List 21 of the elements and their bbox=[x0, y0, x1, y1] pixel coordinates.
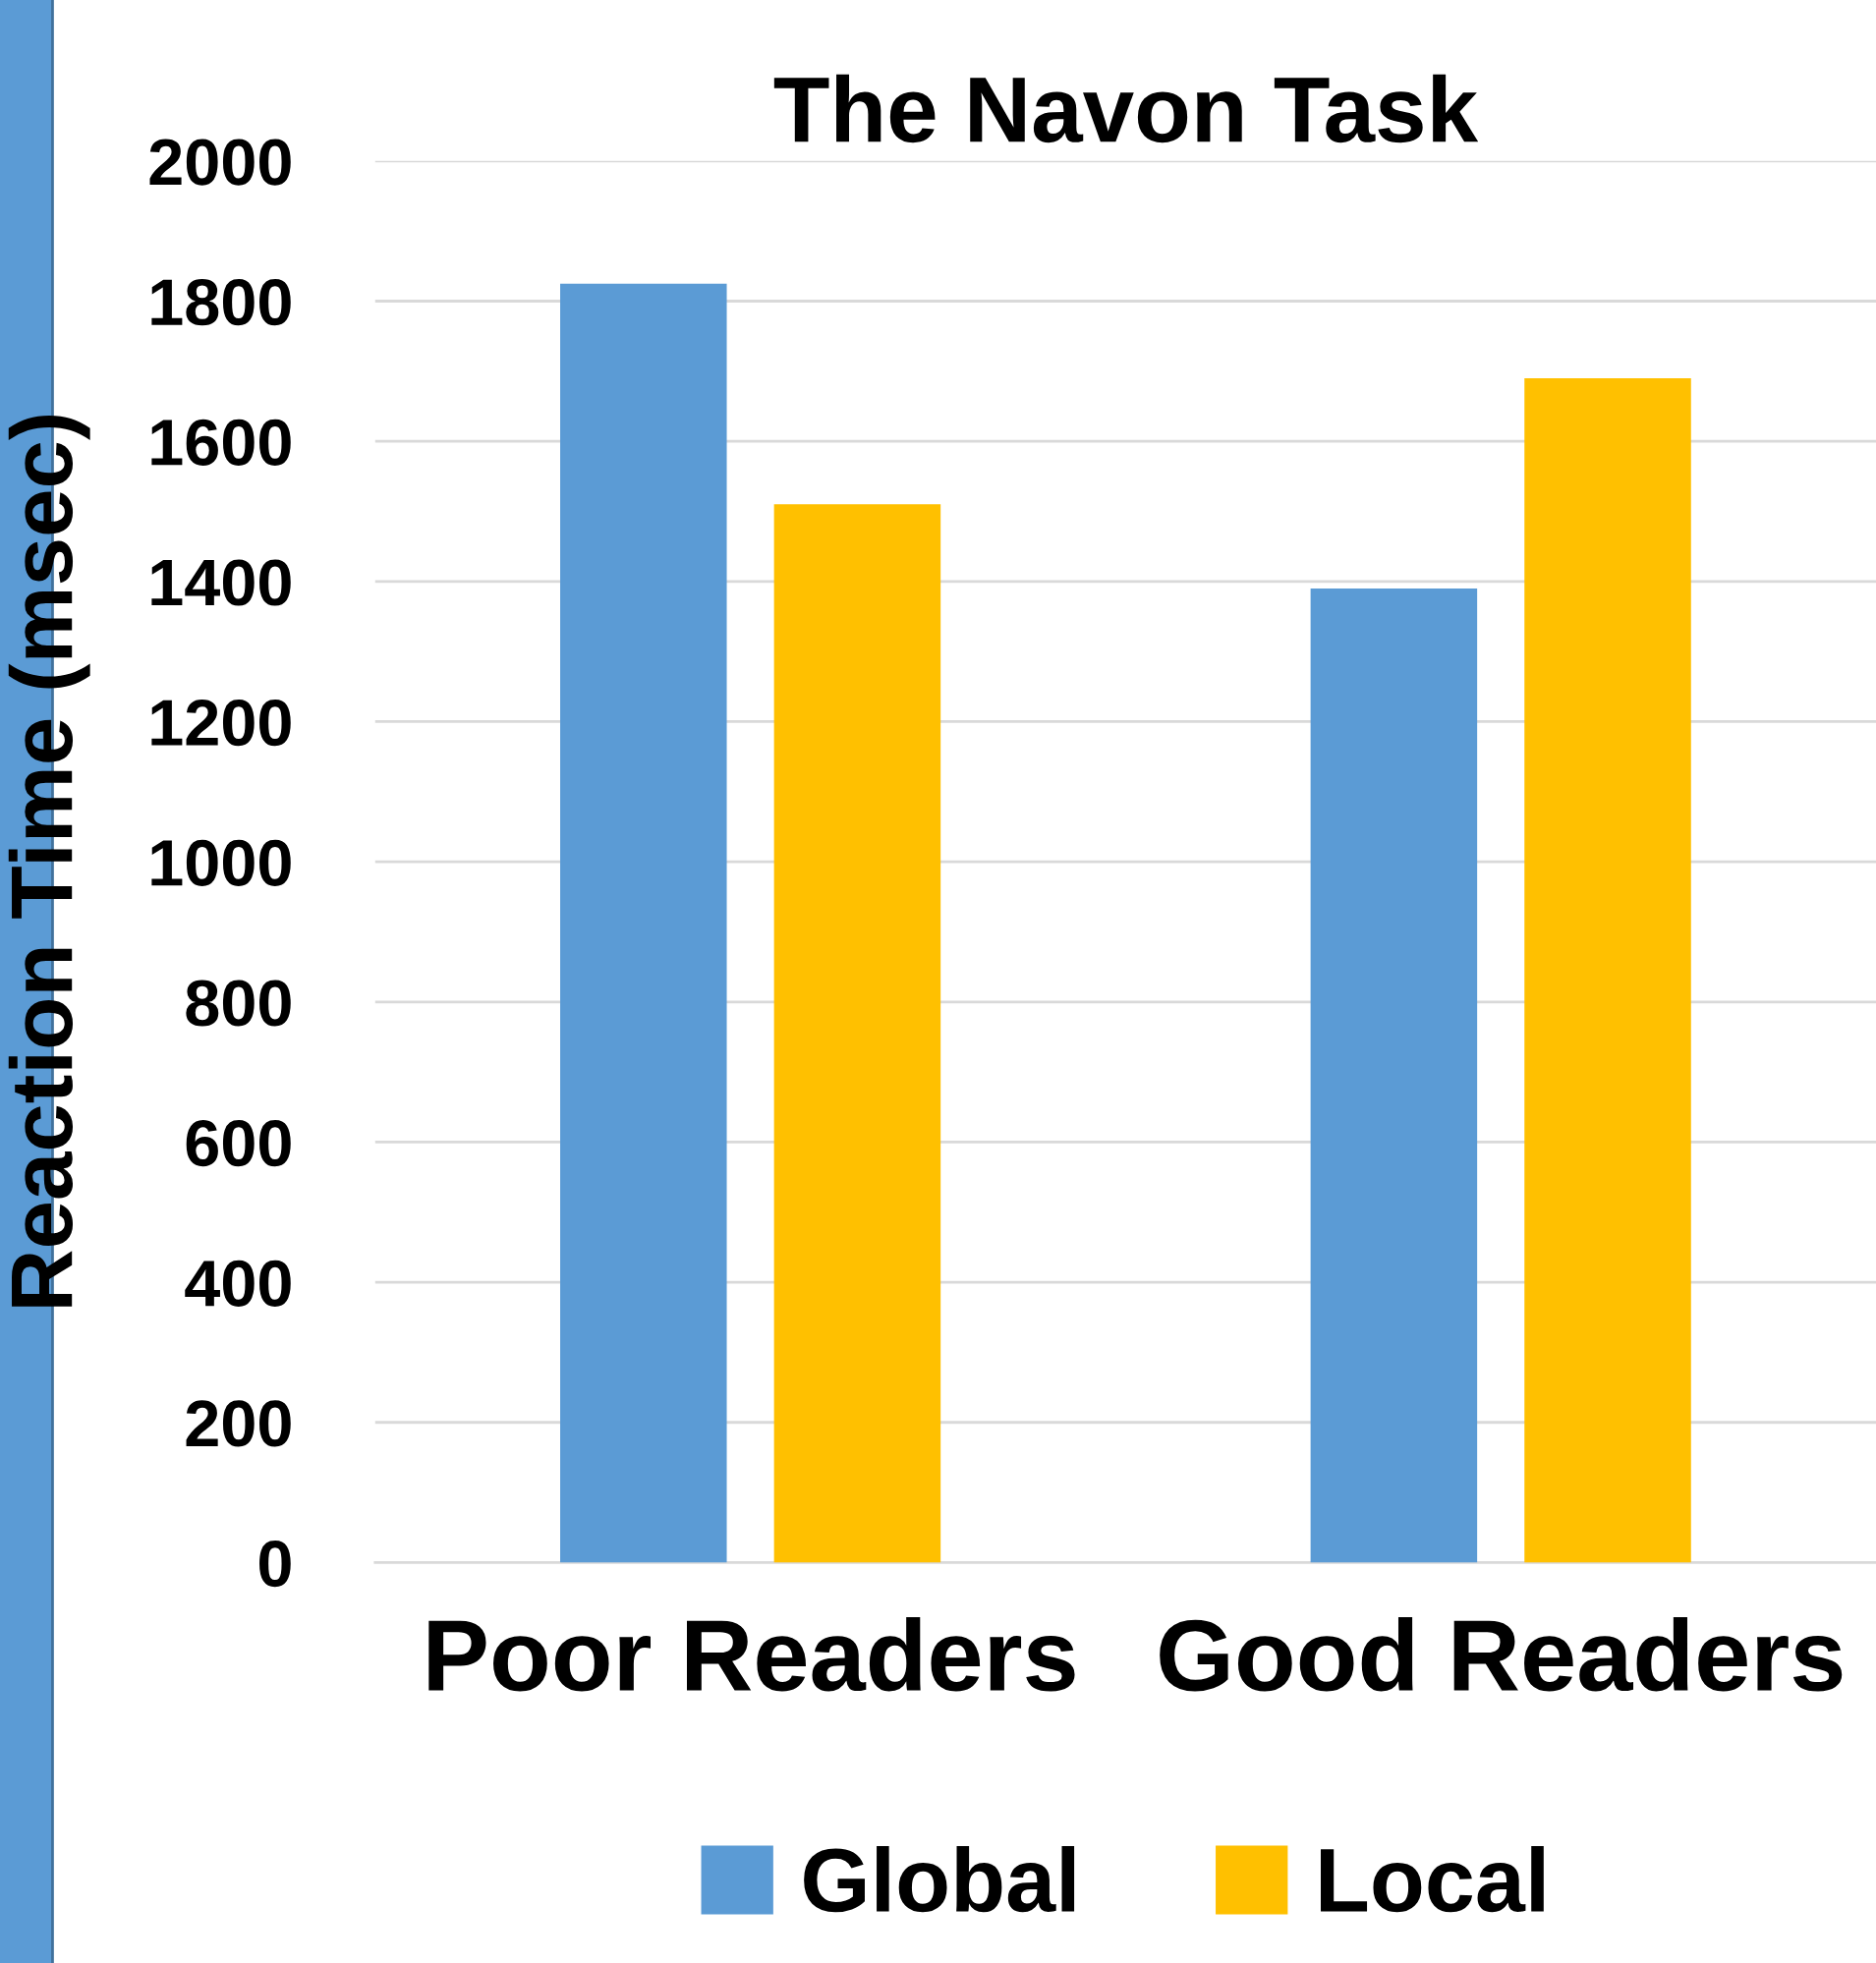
bar bbox=[773, 504, 941, 1563]
y-tick-label: 1600 bbox=[151, 419, 291, 466]
y-tick-label: 400 bbox=[185, 1260, 291, 1307]
y-tick-label: 200 bbox=[186, 1400, 291, 1447]
bar bbox=[560, 283, 727, 1563]
bar bbox=[1524, 377, 1691, 1563]
y-tick-label: 1200 bbox=[151, 700, 291, 747]
y-tick-label: 1800 bbox=[151, 279, 291, 326]
y-tick-label: 1400 bbox=[151, 559, 291, 606]
y-tick-label: 1000 bbox=[151, 839, 291, 886]
x-tick-label: Good Readers bbox=[1160, 1616, 1843, 1692]
y-tick-label: 2000 bbox=[149, 139, 291, 186]
y-tick-label: 0 bbox=[259, 1541, 291, 1588]
legend-label: Global bbox=[804, 1845, 1075, 1913]
y-tick-label: 800 bbox=[186, 980, 291, 1027]
bar bbox=[1310, 588, 1478, 1563]
legend-label: Local bbox=[1321, 1845, 1544, 1913]
y-tick-label: 600 bbox=[186, 1120, 291, 1167]
y-axis-title: Reaction Time (msec) bbox=[8, 415, 90, 1307]
x-tick-label: Poor Readers bbox=[428, 1616, 1075, 1692]
chart-title: The Navon Task bbox=[773, 74, 1479, 143]
